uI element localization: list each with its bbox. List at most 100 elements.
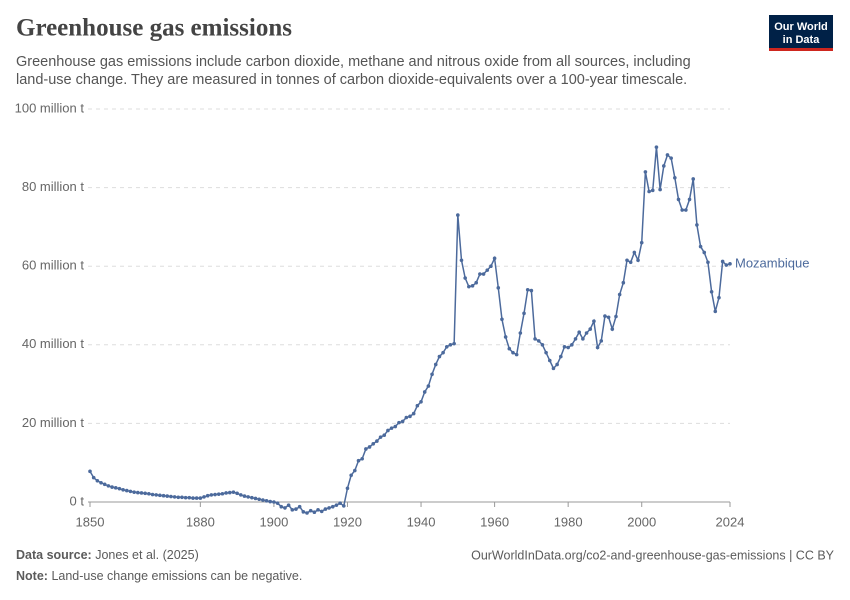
point (713, 309, 718, 314)
point (117, 486, 122, 491)
point (106, 484, 111, 488)
point (382, 433, 387, 437)
point (209, 493, 214, 497)
point (426, 384, 431, 388)
point (415, 403, 420, 408)
point (132, 490, 136, 494)
point (154, 493, 159, 497)
x-tick-label: 1980 (554, 514, 583, 529)
y-tick-label: 20 million t (22, 415, 85, 430)
x-tick-label: 1960 (480, 514, 509, 529)
point (669, 156, 673, 160)
point (341, 504, 346, 508)
point (614, 314, 618, 319)
point (511, 350, 515, 355)
point (239, 493, 243, 497)
point (150, 492, 155, 497)
point (702, 250, 707, 255)
point (191, 496, 195, 500)
point (540, 343, 545, 347)
point (551, 366, 556, 371)
point (95, 478, 100, 483)
y-tick-label: 40 million t (22, 336, 85, 351)
point (147, 491, 151, 496)
point (305, 511, 309, 515)
point (529, 288, 534, 293)
point (680, 208, 684, 212)
point (481, 272, 486, 276)
point (463, 276, 467, 280)
point (349, 473, 353, 478)
point (246, 495, 250, 499)
point (319, 509, 324, 514)
point (474, 280, 479, 285)
point (673, 175, 677, 180)
point (467, 284, 471, 289)
point (503, 335, 508, 339)
footer: Note: Land-use change emissions can be n… (16, 569, 302, 583)
point (261, 498, 265, 502)
point (235, 491, 239, 496)
y-tick-label: 60 million t (22, 258, 85, 273)
point (665, 153, 670, 157)
point (724, 263, 729, 267)
x-tick-label: 1920 (333, 514, 362, 529)
source[interactable]: Jones et al. (2025) (95, 548, 199, 562)
x-tick-label: 2000 (627, 514, 656, 529)
point (720, 259, 725, 264)
point (433, 362, 438, 367)
point (595, 345, 600, 350)
point (316, 508, 320, 512)
point (268, 499, 273, 504)
point (507, 346, 512, 351)
point (547, 358, 552, 363)
point (213, 492, 217, 497)
point (592, 319, 596, 324)
url[interactable]: OurWorldInData.org/co2-and-greenhouse-ga… (471, 548, 835, 562)
point (404, 415, 409, 420)
point (522, 311, 526, 316)
point (216, 492, 221, 496)
point (283, 506, 287, 510)
point (360, 456, 364, 461)
point (709, 289, 714, 294)
point (698, 244, 703, 249)
series-label: Mozambique (735, 255, 809, 270)
point (136, 490, 140, 495)
point (478, 272, 482, 276)
point (400, 419, 405, 424)
x-tick-label: 1900 (259, 514, 288, 529)
point (728, 262, 732, 266)
logo-box[interactable] (769, 15, 833, 51)
point (492, 256, 497, 261)
point (327, 506, 331, 510)
point (334, 503, 339, 507)
x-tick-label: 2024 (716, 514, 745, 529)
point (610, 327, 615, 331)
point (456, 213, 460, 217)
point (272, 500, 276, 504)
logo-text: in Data (783, 34, 821, 46)
point (224, 491, 228, 495)
point (330, 504, 335, 509)
point (658, 187, 662, 192)
point (639, 240, 644, 245)
point (290, 508, 295, 512)
point (389, 426, 394, 430)
point (419, 399, 423, 404)
point (128, 489, 133, 494)
point (555, 362, 559, 367)
point (536, 339, 541, 343)
point (205, 493, 210, 498)
x-tick-label: 1850 (76, 514, 105, 529)
point (143, 491, 147, 496)
point (691, 177, 696, 181)
point (570, 343, 574, 347)
y-tick-label: 100 million t (15, 100, 85, 115)
point (386, 428, 390, 433)
point (253, 496, 258, 501)
point (489, 264, 493, 269)
point (297, 504, 302, 509)
point (533, 337, 537, 341)
point (695, 223, 699, 227)
